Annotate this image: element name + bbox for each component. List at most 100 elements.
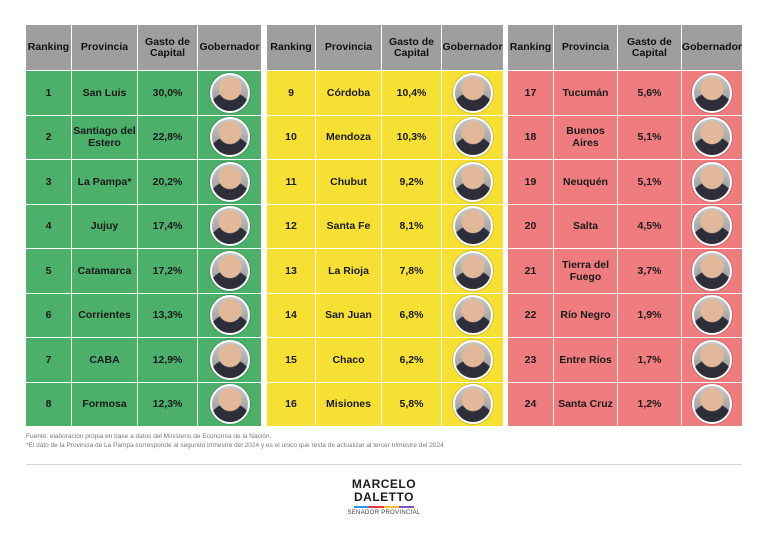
table-row: 13 La Rioja 7,8% bbox=[267, 248, 503, 293]
gasto-cell: 12,3% bbox=[138, 382, 198, 426]
gasto-cell: 5,1% bbox=[618, 160, 682, 204]
ranking-table-1: Ranking Provincia Gasto de Capital Gober… bbox=[26, 25, 261, 426]
gasto-cell: 17,4% bbox=[138, 204, 198, 248]
header-gobernador: Gobernador bbox=[199, 41, 260, 53]
rank-cell: 22 bbox=[508, 293, 554, 337]
gasto-cell: 4,5% bbox=[618, 204, 682, 248]
governor-cell bbox=[682, 249, 742, 293]
ranking-table-3: Ranking Provincia Gasto de Capital Gober… bbox=[508, 25, 742, 426]
rank-cell: 8 bbox=[26, 382, 72, 426]
governor-cell bbox=[198, 249, 261, 293]
rank-cell: 13 bbox=[267, 249, 316, 293]
gasto-cell: 22,8% bbox=[138, 115, 198, 159]
table-row: 16 Misiones 5,8% bbox=[267, 381, 503, 427]
rank-cell: 19 bbox=[508, 160, 554, 204]
provincia-cell: Entre Ríos bbox=[554, 338, 618, 382]
governor-photo bbox=[452, 117, 493, 158]
governor-cell bbox=[682, 338, 742, 382]
table-row: 3 La Pampa* 20,2% bbox=[26, 159, 261, 204]
provincia-cell: Chubut bbox=[316, 160, 382, 204]
governor-cell bbox=[442, 160, 503, 204]
header-gasto: Gasto de Capital bbox=[618, 25, 682, 70]
rank-cell: 5 bbox=[26, 249, 72, 293]
gasto-cell: 6,2% bbox=[382, 338, 442, 382]
governor-cell bbox=[442, 116, 503, 160]
header-ranking: Ranking bbox=[508, 25, 554, 70]
table-row: 20 Salta 4,5% bbox=[508, 203, 742, 249]
provincia-cell: San Juan bbox=[316, 293, 382, 337]
table-row: 18 Buenos Aires 5,1% bbox=[508, 114, 742, 159]
governor-cell bbox=[682, 205, 742, 249]
rank-cell: 10 bbox=[267, 115, 316, 159]
provincia-cell: Catamarca bbox=[72, 249, 138, 293]
provincia-cell: La Pampa* bbox=[72, 160, 138, 204]
governor-photo bbox=[692, 206, 732, 247]
table-row: 11 Chubut 9,2% bbox=[267, 159, 503, 204]
provincia-cell: Santiago del Estero bbox=[72, 115, 138, 159]
rank-cell: 24 bbox=[508, 382, 554, 426]
gasto-cell: 1,2% bbox=[618, 382, 682, 426]
rank-cell: 14 bbox=[267, 293, 316, 337]
table-row: 7 CABA 12,9% bbox=[26, 337, 261, 382]
provincia-cell: Misiones bbox=[316, 382, 382, 426]
rank-cell: 20 bbox=[508, 204, 554, 248]
provincia-cell: Chaco bbox=[316, 338, 382, 382]
rank-cell: 16 bbox=[267, 382, 316, 426]
rank-cell: 7 bbox=[26, 338, 72, 382]
gasto-cell: 12,9% bbox=[138, 338, 198, 382]
rank-cell: 4 bbox=[26, 204, 72, 248]
rank-cell: 15 bbox=[267, 338, 316, 382]
table-body: 1 San Luis 30,0% 2 Santiago del Estero 22,8%… bbox=[26, 70, 261, 426]
governor-photo bbox=[692, 72, 732, 113]
governor-cell bbox=[442, 383, 503, 427]
governor-photo bbox=[209, 117, 250, 158]
gasto-cell: 17,2% bbox=[138, 249, 198, 293]
table-row: 17 Tucumán 5,6% bbox=[508, 70, 742, 115]
governor-photo bbox=[452, 295, 493, 336]
gasto-cell: 1,9% bbox=[618, 293, 682, 337]
governor-photo bbox=[452, 72, 493, 113]
ranking-tables: Ranking Provincia Gasto de Capital Gober… bbox=[26, 25, 742, 426]
gasto-cell: 5,6% bbox=[618, 71, 682, 115]
gasto-cell: 20,2% bbox=[138, 160, 198, 204]
header-gobernador: Gobernador bbox=[442, 41, 503, 53]
governor-cell bbox=[682, 160, 742, 204]
governor-photo bbox=[209, 339, 250, 380]
table-row: 1 San Luis 30,0% bbox=[26, 70, 261, 115]
gasto-cell: 6,8% bbox=[382, 293, 442, 337]
ranking-table-2: Ranking Provincia Gasto de Capital Gober… bbox=[267, 25, 503, 426]
header-gobernador: Gobernador bbox=[681, 41, 742, 53]
governor-photo bbox=[209, 206, 250, 247]
table-row: 10 Mendoza 10,3% bbox=[267, 114, 503, 160]
provincia-cell: Tucumán bbox=[554, 71, 618, 115]
table-row: 12 Santa Fe 8,1% bbox=[267, 203, 503, 249]
table-row: 19 Neuquén 5,1% bbox=[508, 159, 742, 204]
governor-cell bbox=[442, 338, 503, 382]
governor-cell bbox=[198, 294, 261, 338]
gasto-cell: 30,0% bbox=[138, 71, 198, 115]
gasto-cell: 8,1% bbox=[382, 204, 442, 248]
table-header: Ranking Provincia Gasto de Capital Gober… bbox=[26, 25, 261, 70]
governor-cell bbox=[198, 338, 261, 382]
governor-cell bbox=[442, 205, 503, 249]
rank-cell: 1 bbox=[26, 71, 72, 115]
rank-cell: 18 bbox=[508, 115, 554, 159]
governor-cell bbox=[442, 249, 503, 293]
governor-photo bbox=[692, 117, 732, 158]
source-note: Fuente: elaboración propia en base a dat… bbox=[26, 433, 272, 440]
header-provincia: Provincia bbox=[72, 25, 138, 70]
governor-cell bbox=[198, 71, 261, 115]
gasto-cell: 7,8% bbox=[382, 249, 442, 293]
governor-photo bbox=[692, 250, 732, 291]
provincia-cell: Jujuy bbox=[72, 204, 138, 248]
governor-photo bbox=[209, 250, 250, 291]
governor-cell bbox=[442, 294, 503, 338]
governor-photo bbox=[209, 384, 250, 425]
header-gasto: Gasto de Capital bbox=[138, 25, 198, 70]
provincia-cell: Formosa bbox=[72, 382, 138, 426]
governor-photo bbox=[692, 339, 732, 380]
governor-cell bbox=[442, 71, 503, 115]
table-body: 17 Tucumán 5,6% 18 Buenos Aires 5,1% 19 Neuqu… bbox=[508, 70, 742, 426]
gasto-cell: 9,2% bbox=[382, 160, 442, 204]
rank-cell: 2 bbox=[26, 115, 72, 159]
